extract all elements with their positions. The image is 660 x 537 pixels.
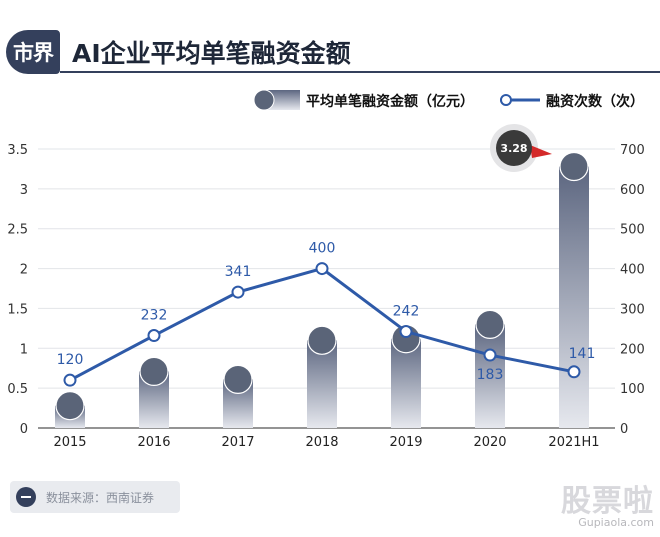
bar-cap (307, 325, 337, 355)
line-data-label: 232 (141, 308, 168, 324)
source-text: 数据来源：西南证券 (46, 491, 155, 505)
left-tick-label: 3.5 (7, 143, 28, 158)
right-tick-label: 100 (620, 382, 645, 397)
left-tick-label: 3 (20, 183, 28, 198)
line-series: 120 232 341 400 242 183 141 (57, 241, 596, 387)
source-icon (16, 487, 36, 507)
x-tick-label: 2017 (221, 435, 254, 450)
brand-badge: 市界 (6, 30, 60, 74)
line-point (483, 348, 497, 362)
annotation-pointer (530, 145, 552, 158)
bars (55, 151, 589, 428)
header-rule (60, 71, 660, 73)
x-axis-labels: 2015 2016 2017 2018 2019 2020 2021H1 (53, 435, 599, 450)
line-point (567, 365, 581, 379)
line-data-label: 341 (225, 264, 252, 280)
bar (391, 338, 421, 428)
left-tick-label: 2.5 (7, 223, 28, 238)
x-tick-label: 2020 (473, 435, 506, 450)
legend: 平均单笔融资金额（亿元） 融资次数（次） (253, 89, 644, 111)
watermark-logo-text: 股票啦 (561, 484, 654, 519)
line-data-label: 120 (57, 352, 84, 368)
right-tick-label: 300 (620, 302, 645, 317)
watermark-url: Gupiaola.com (578, 516, 654, 529)
legend-line-label: 融资次数（次） (546, 93, 644, 110)
line-data-label: 242 (393, 304, 420, 320)
bar-cap (559, 151, 589, 182)
x-tick-label: 2018 (305, 435, 338, 450)
right-tick-label: 500 (620, 223, 645, 238)
bar-cap (139, 356, 169, 387)
left-tick-label: 0.5 (7, 382, 28, 397)
right-tick-label: 200 (620, 342, 645, 357)
bar-cap (475, 309, 505, 339)
chart-title: AI企业平均单笔融资金额 (72, 39, 351, 68)
left-tick-label: 1.5 (7, 302, 28, 317)
x-tick-label: 2015 (53, 435, 86, 450)
left-tick-label: 2 (20, 263, 28, 278)
bar (475, 324, 505, 428)
left-tick-label: 0 (20, 422, 28, 437)
left-tick-label: 1 (20, 342, 28, 357)
bar (559, 166, 589, 428)
right-axis-ticks: 0 100 200 300 400 500 600 700 (620, 143, 645, 437)
left-axis-ticks: 0 0.5 1 1.5 2 2.5 3 3.5 (7, 143, 28, 437)
source-note: 数据来源：西南证券 (10, 481, 180, 513)
x-tick-label: 2021H1 (548, 435, 599, 450)
chart-header: 市界 AI企业平均单笔融资金额 (0, 0, 660, 75)
line-point (399, 325, 413, 339)
watermark: 股票啦 Gupiaola.com (540, 476, 658, 534)
annotation-value: 3.28 (500, 142, 527, 155)
annotation-badge (496, 130, 532, 166)
line-point (315, 262, 329, 276)
x-tick-label: 2016 (137, 435, 170, 450)
line-data-label: 141 (569, 346, 596, 362)
x-tick-label: 2019 (389, 435, 422, 450)
line-data-label: 400 (309, 241, 336, 257)
legend-bar-label: 平均单笔融资金额（亿元） (306, 93, 474, 110)
bar-cap (55, 391, 85, 421)
right-tick-label: 0 (620, 422, 628, 437)
bar-cap (391, 324, 421, 354)
bar (307, 340, 337, 428)
legend-bar-cap (253, 89, 275, 111)
line-point (231, 285, 245, 299)
line-point (63, 373, 77, 387)
line-point (147, 329, 161, 343)
peak-annotation: 3.28 (490, 124, 552, 172)
right-tick-label: 600 (620, 183, 645, 198)
line-data-label: 183 (477, 367, 504, 383)
right-tick-label: 400 (620, 263, 645, 278)
legend-line-marker (500, 94, 512, 106)
right-tick-label: 700 (620, 143, 645, 158)
bar-cap (223, 364, 253, 394)
